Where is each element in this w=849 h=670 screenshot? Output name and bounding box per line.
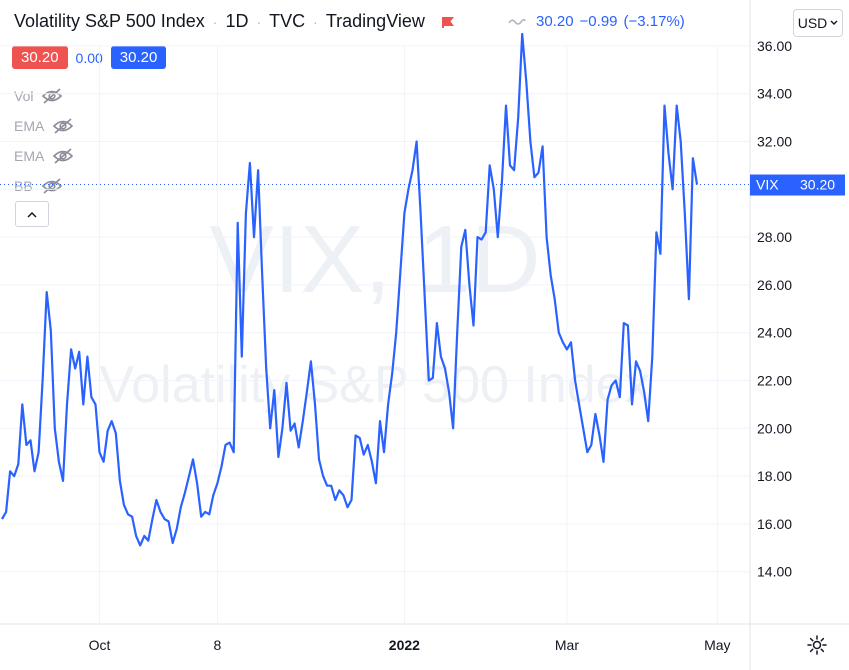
y-tick-label: 28.00 bbox=[757, 229, 792, 245]
y-tick-label: 16.00 bbox=[757, 516, 792, 532]
currency-selector[interactable]: USD bbox=[793, 9, 843, 37]
sell-price-button[interactable]: 30.20 bbox=[12, 46, 68, 69]
chevron-up-icon bbox=[27, 211, 37, 218]
separator-dot: · bbox=[313, 13, 318, 30]
interval-label: 1D bbox=[225, 11, 249, 31]
x-tick-label: Oct bbox=[89, 637, 111, 653]
symbol-name: Volatility S&P 500 Index bbox=[14, 11, 205, 31]
source-label: TradingView bbox=[325, 11, 425, 31]
indicator-label: EMA bbox=[14, 148, 45, 164]
y-tick-label: 34.00 bbox=[757, 86, 792, 102]
indicator-label: BB bbox=[14, 178, 33, 194]
separator-dot: · bbox=[212, 13, 218, 30]
price-badge-value: 30.20 bbox=[800, 177, 835, 193]
buy-sell-panel: 30.20 0.00 30.20 bbox=[12, 46, 167, 69]
x-tick-label: 8 bbox=[214, 637, 222, 653]
indicator-list: Vol EMA EMA BB bbox=[14, 81, 74, 201]
y-tick-label: 22.00 bbox=[757, 373, 792, 389]
indicator-ema[interactable]: EMA bbox=[14, 141, 74, 171]
eye-hidden-icon[interactable] bbox=[52, 147, 74, 165]
gear-icon[interactable] bbox=[806, 634, 828, 656]
indicator-label: Vol bbox=[14, 88, 34, 104]
collapse-legend-button[interactable] bbox=[15, 201, 49, 227]
indicator-ema[interactable]: EMA bbox=[14, 111, 74, 141]
chart-header: Volatility S&P 500 Index · 1D · TVC · Tr… bbox=[0, 0, 849, 46]
indicator-vol[interactable]: Vol bbox=[14, 81, 74, 111]
indicator-label: EMA bbox=[14, 118, 45, 134]
buy-price-button[interactable]: 30.20 bbox=[110, 46, 167, 69]
y-tick-label: 36.00 bbox=[757, 38, 792, 54]
exchange-label: TVC bbox=[269, 11, 306, 31]
x-tick-label: May bbox=[704, 637, 730, 653]
market-status-icon bbox=[508, 18, 526, 25]
vix-series-line[interactable] bbox=[1, 32, 699, 547]
eye-hidden-icon[interactable] bbox=[52, 117, 74, 135]
y-tick-label: 24.00 bbox=[757, 325, 792, 341]
quote-summary: 30.20 −0.99 (−3.17%) bbox=[508, 13, 691, 30]
symbol-title[interactable]: Volatility S&P 500 Index · 1D · TVC · Tr… bbox=[14, 11, 455, 32]
x-tick-label: 2022 bbox=[389, 637, 420, 653]
x-tick-label: Mar bbox=[555, 637, 579, 653]
y-tick-label: 26.00 bbox=[757, 277, 792, 293]
y-tick-label: 14.00 bbox=[757, 564, 792, 580]
price-badge-background bbox=[750, 174, 845, 196]
y-tick-label: 20.00 bbox=[757, 420, 792, 436]
last-price: 30.20 bbox=[536, 13, 574, 30]
currency-label: USD bbox=[797, 15, 828, 31]
price-change-percent: (−3.17%) bbox=[623, 13, 685, 30]
y-tick-label: 32.00 bbox=[757, 134, 792, 150]
spread-value: 0.00 bbox=[75, 49, 103, 66]
flag-icon[interactable] bbox=[441, 16, 455, 28]
last-price-badge: VIX 30.20 bbox=[750, 174, 845, 196]
price-change: −0.99 bbox=[579, 13, 618, 30]
chevron-down-icon bbox=[830, 20, 838, 25]
price-badge-symbol: VIX bbox=[756, 177, 779, 193]
separator-dot: · bbox=[256, 13, 262, 30]
y-tick-label: 18.00 bbox=[757, 468, 792, 484]
